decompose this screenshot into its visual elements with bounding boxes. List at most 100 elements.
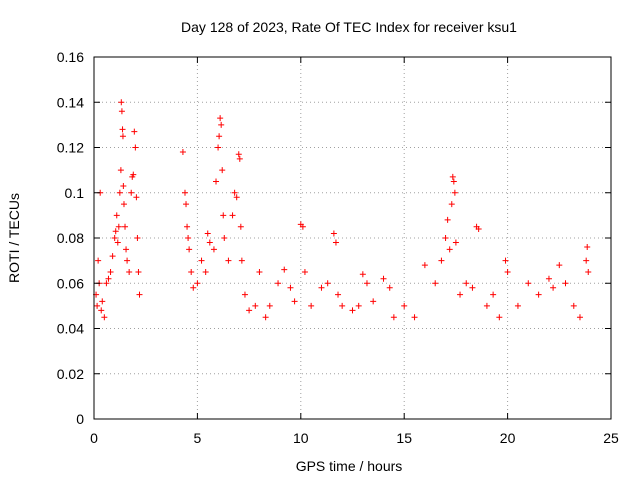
data-point [231, 189, 238, 196]
data-point [225, 257, 232, 264]
data-point [469, 284, 476, 291]
y-tick-label: 0.04 [57, 321, 84, 337]
data-point [421, 262, 428, 269]
y-tick-label: 0.1 [65, 185, 85, 201]
data-point [132, 144, 139, 151]
data-point [570, 302, 577, 309]
data-point [198, 257, 205, 264]
data-point [103, 280, 110, 287]
data-point [190, 284, 197, 291]
data-point [452, 239, 459, 246]
data-point [401, 302, 408, 309]
data-point [130, 171, 137, 178]
data-point [134, 235, 141, 241]
data-point [330, 230, 337, 237]
data-point [101, 314, 108, 321]
data-point [335, 291, 342, 298]
data-point [117, 167, 124, 174]
data-point [324, 280, 331, 287]
data-point [483, 302, 490, 309]
data-point [186, 246, 193, 253]
x-axis-label: GPS time / hours [296, 458, 403, 474]
data-point [576, 314, 583, 321]
data-point [390, 314, 397, 321]
data-point [545, 275, 552, 282]
data-point [451, 189, 458, 196]
data-point [262, 314, 269, 321]
data-point [124, 257, 131, 264]
data-point [194, 280, 201, 287]
data-point [556, 262, 563, 269]
data-point [114, 239, 121, 246]
y-tick-label: 0 [76, 411, 84, 427]
x-tick-label: 15 [396, 430, 412, 446]
data-point [363, 280, 370, 287]
data-point [98, 307, 105, 314]
data-point [111, 235, 118, 241]
data-point [359, 271, 366, 278]
data-point [370, 298, 377, 305]
data-point [238, 257, 245, 264]
data-point [450, 178, 457, 185]
data-point [206, 239, 213, 246]
data-point [185, 235, 192, 241]
data-point [95, 257, 102, 264]
ticks: 0 5 10 15 20 25 0 0.02 0.04 0.06 0.08 0.1 0.12 0.14 0.… [57, 49, 619, 446]
data-point [448, 201, 455, 208]
data-point [550, 284, 557, 291]
x-tick-label: 20 [500, 430, 516, 446]
y-tick-label: 0.16 [57, 49, 84, 65]
data-point [135, 268, 142, 275]
data-point [188, 268, 195, 275]
data-point [583, 257, 590, 264]
data-point [213, 178, 220, 185]
data-point [490, 291, 497, 298]
data-point [504, 268, 511, 275]
data-point [475, 225, 482, 232]
data-point [118, 99, 125, 106]
data-point [204, 230, 211, 237]
data-point [136, 291, 143, 298]
data-point [99, 298, 106, 305]
data-point [184, 223, 191, 230]
data-point [291, 298, 298, 305]
data-point [229, 212, 236, 219]
data-point [438, 257, 445, 264]
data-point [252, 302, 259, 309]
data-point [126, 268, 133, 275]
data-point [202, 268, 209, 275]
y-tick-label: 0.08 [57, 230, 84, 246]
data-point [217, 115, 224, 122]
data-point [496, 314, 503, 321]
data-point [525, 280, 532, 287]
data-point [215, 144, 222, 151]
y-tick-label: 0.02 [57, 366, 84, 382]
plot-frame [93, 56, 612, 420]
y-tick-label: 0.06 [57, 275, 84, 291]
data-point [301, 268, 308, 275]
data-point [585, 268, 592, 275]
chart-title: Day 128 of 2023, Rate Of TEC Index for r… [181, 19, 517, 35]
data-point [355, 302, 362, 309]
data-point [332, 239, 339, 246]
data-point [299, 223, 306, 230]
data-point [281, 266, 288, 273]
data-points [93, 99, 592, 321]
x-tick-label: 0 [90, 430, 98, 446]
data-point [535, 291, 542, 298]
data-point [113, 212, 120, 219]
data-point [219, 167, 226, 174]
data-point [386, 284, 393, 291]
y-axis-label: ROTI / TECUs [6, 193, 22, 283]
data-point [221, 235, 228, 241]
data-point [118, 108, 125, 115]
data-point [216, 133, 223, 140]
data-point [236, 155, 243, 162]
data-point [380, 275, 387, 282]
data-point [105, 275, 112, 282]
data-point [119, 126, 126, 133]
data-point [514, 302, 521, 309]
data-point [502, 257, 509, 264]
data-point [287, 284, 294, 291]
